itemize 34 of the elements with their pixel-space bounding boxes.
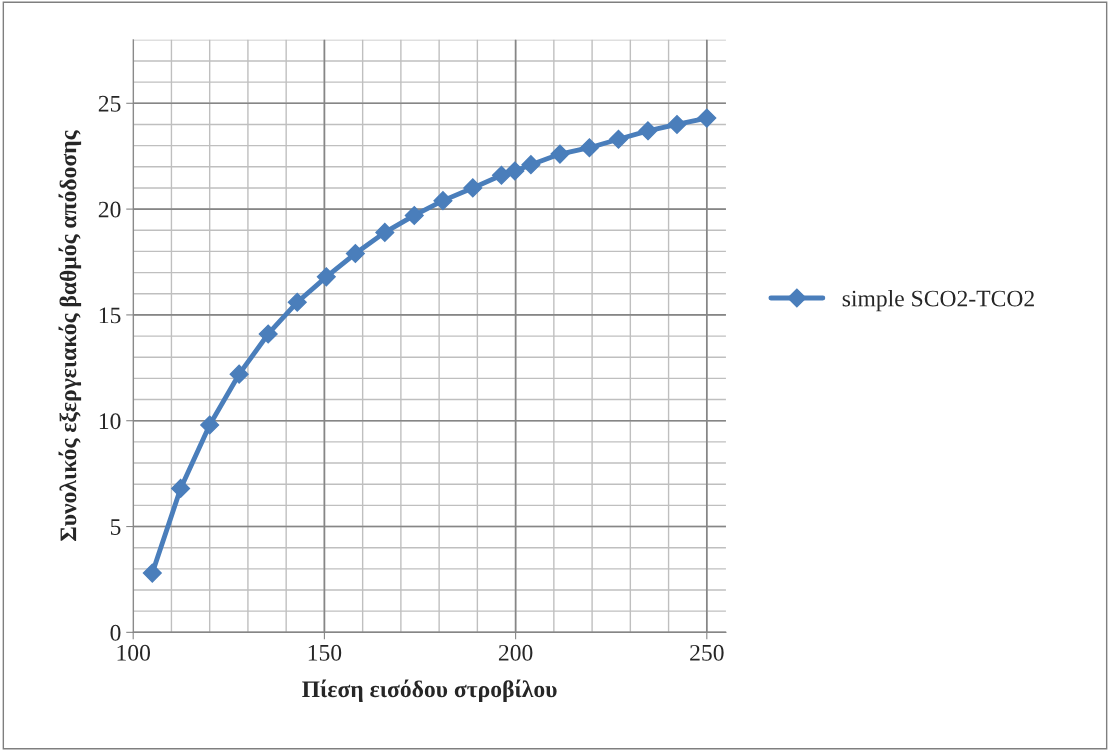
point — [608, 129, 629, 149]
point — [316, 267, 336, 287]
point — [550, 144, 570, 164]
point — [505, 161, 525, 181]
y-tick-label: 20 — [98, 201, 121, 218]
point — [200, 415, 220, 435]
x-tick-label: 250 — [690, 644, 724, 661]
legend-label: simple SCO2-TCO2 — [842, 289, 1034, 312]
point — [579, 138, 599, 158]
point — [491, 165, 511, 185]
point — [667, 114, 687, 134]
y-tick-label: 10 — [99, 413, 121, 430]
x-axis-title: Πίεση εισόδου στροβίλου — [302, 679, 557, 703]
point — [229, 364, 249, 384]
y-axis-title: Συνολικός εξεργειακός βαθμός απόδοσης — [58, 130, 82, 541]
point — [345, 244, 365, 264]
y-tick-label: 0 — [110, 624, 121, 641]
point — [697, 108, 717, 128]
point — [433, 191, 453, 211]
point — [463, 178, 483, 198]
x-tick-label: 200 — [498, 644, 533, 661]
point — [404, 205, 424, 225]
point — [142, 563, 162, 583]
point — [287, 292, 307, 312]
point — [171, 478, 191, 498]
x-tick-label: 150 — [308, 644, 342, 661]
y-tick-label: 15 — [99, 307, 121, 324]
point — [258, 324, 278, 344]
point — [638, 121, 658, 141]
y-tick-label: 25 — [98, 95, 121, 112]
point — [521, 155, 541, 175]
x-tick-label: 100 — [117, 644, 151, 661]
point — [375, 222, 395, 242]
y-tick-label: 5 — [110, 519, 121, 535]
